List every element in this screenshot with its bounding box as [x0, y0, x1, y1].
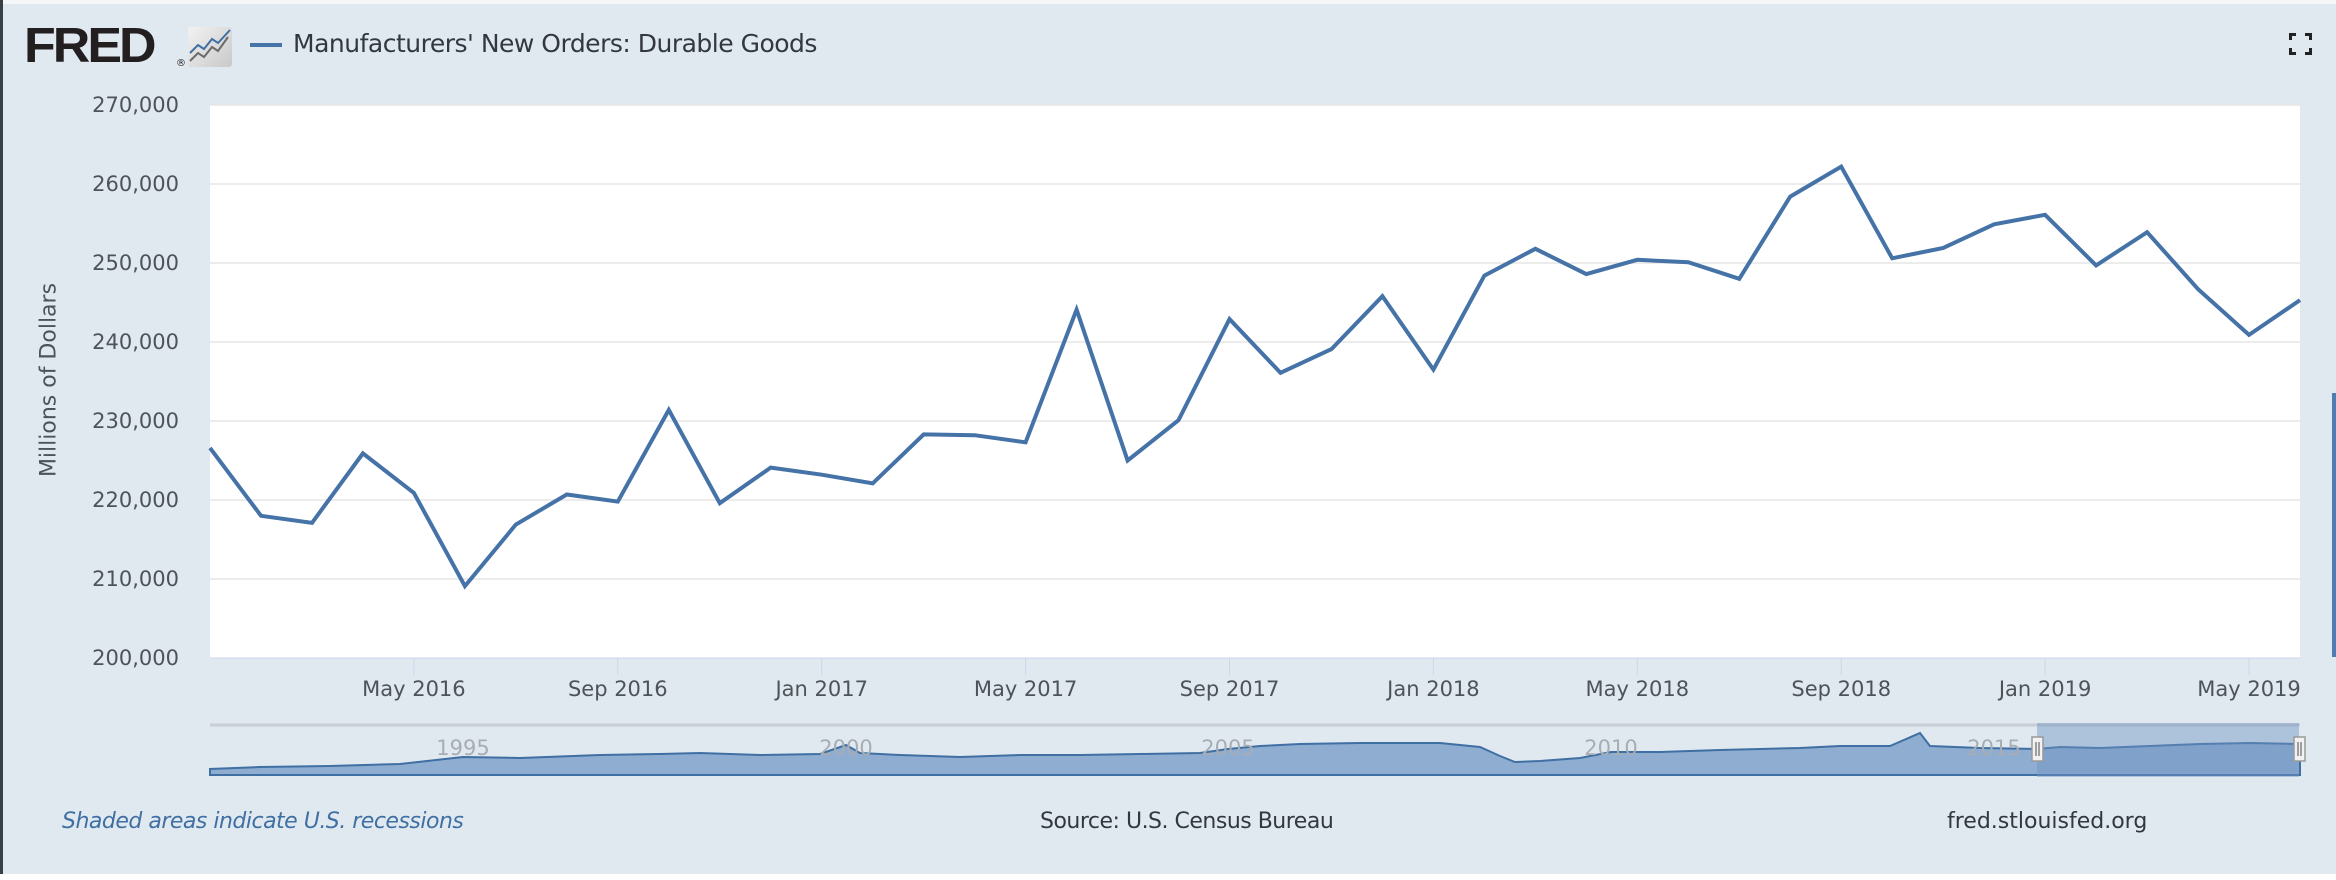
navigator-series-area — [209, 731, 2301, 776]
y-tick-label: 230,000 — [92, 409, 179, 433]
y-tick-label: 260,000 — [92, 172, 179, 196]
y-tick-label: 200,000 — [92, 646, 179, 670]
navigator-year-label: 2000 — [819, 736, 873, 760]
navigator-year-label: 2015 — [1967, 736, 2021, 760]
fullscreen-icon[interactable] — [2288, 32, 2313, 56]
x-tick-label: Jan 2017 — [775, 677, 868, 701]
site-link[interactable]: fred.stlouisfed.org — [1947, 809, 2148, 834]
y-tick-label: 270,000 — [92, 93, 179, 117]
navigator-left-handle[interactable] — [2031, 736, 2044, 762]
x-tick-label: Sep 2018 — [1791, 677, 1892, 701]
plot-background — [210, 105, 2300, 658]
source-credit: Source: U.S. Census Bureau — [1040, 809, 1334, 834]
series-title[interactable]: Manufacturers' New Orders: Durable Goods — [293, 29, 817, 58]
y-tick-label: 240,000 — [92, 330, 179, 354]
top-strip — [0, 0, 2336, 4]
x-tick-label: Jan 2019 — [1998, 677, 2092, 701]
x-tick-label: May 2017 — [973, 677, 1078, 701]
legend-line-swatch — [250, 43, 282, 47]
gridlines — [210, 104, 2300, 580]
line-graph-icon[interactable] — [188, 27, 232, 67]
x-tick-label: Jan 2018 — [1387, 677, 1480, 701]
left-border — [0, 0, 3, 880]
registered-mark: ® — [176, 58, 186, 69]
fred-logo[interactable]: FRED — [24, 18, 157, 74]
y-tick-label: 210,000 — [92, 567, 179, 591]
navigator-year-label: 1995 — [436, 736, 490, 760]
x-tick-label: Sep 2017 — [1179, 677, 1280, 701]
navigator-selection-mask[interactable] — [2037, 723, 2299, 777]
x-tick-label: May 2018 — [1585, 677, 1690, 701]
navigator-right-handle[interactable] — [2293, 736, 2306, 762]
x-tick-label: Sep 2016 — [567, 677, 668, 701]
y-tick-label: 250,000 — [92, 251, 179, 275]
x-tick-label: May 2019 — [2197, 677, 2301, 701]
series-line[interactable] — [208, 163, 2302, 590]
scrollbar-thumb[interactable] — [2332, 393, 2336, 657]
recession-note-link[interactable]: Shaded areas indicate U.S. recessions — [62, 809, 464, 834]
navigator[interactable] — [209, 723, 2306, 777]
x-tick-label: May 2016 — [362, 677, 466, 701]
bottom-strip — [0, 874, 2336, 880]
x-tick-marks — [413, 658, 2250, 675]
navigator-year-label: 2005 — [1201, 736, 1255, 760]
navigator-year-label: 2010 — [1584, 736, 1638, 760]
y-tick-label: 220,000 — [92, 488, 179, 512]
